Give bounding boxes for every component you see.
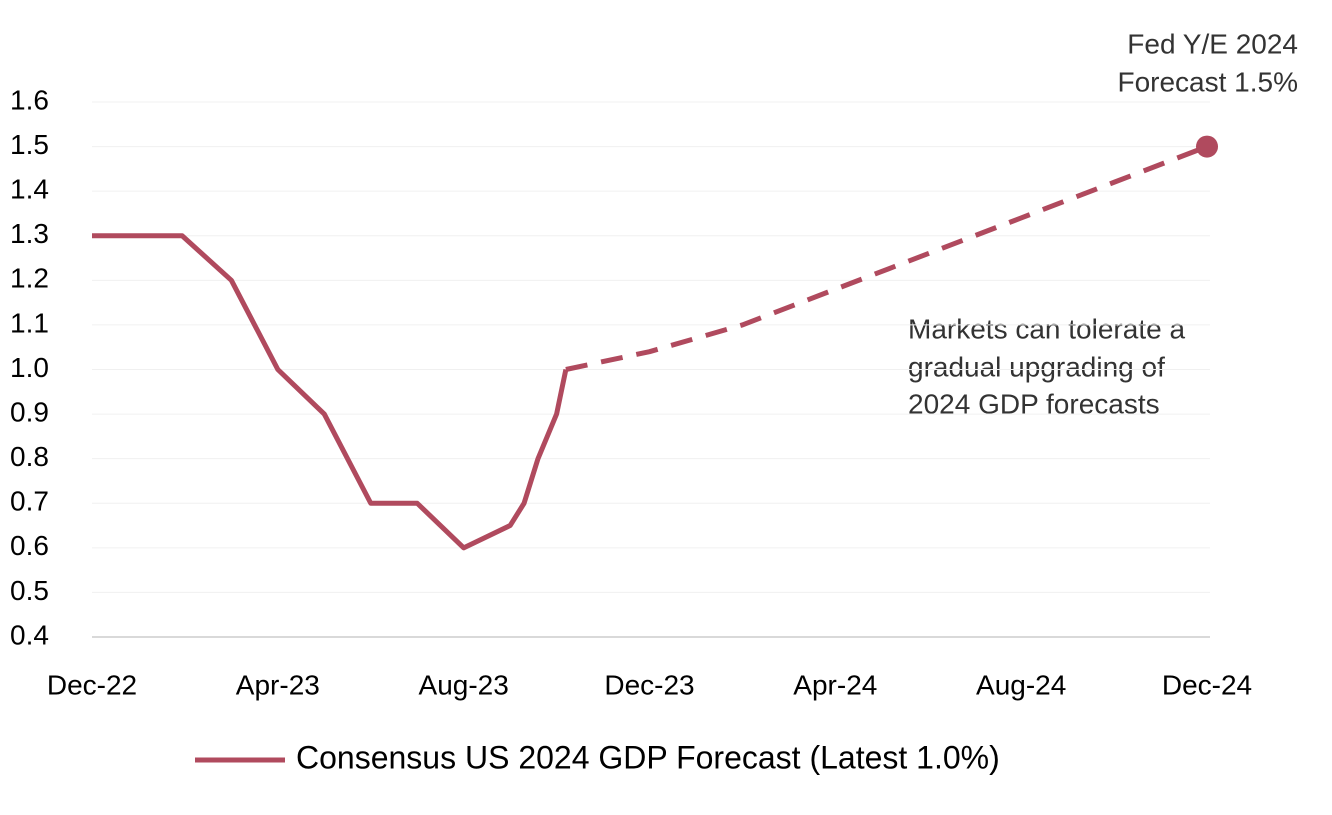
y-tick-label: 1.1 bbox=[10, 307, 49, 338]
y-tick-label: 0.9 bbox=[10, 396, 49, 427]
x-tick-label: Aug-24 bbox=[976, 669, 1066, 700]
x-tick-label: Dec-22 bbox=[47, 669, 137, 700]
x-tick-label: Apr-24 bbox=[793, 669, 877, 700]
dashed-line bbox=[565, 144, 1208, 372]
annotation: Markets can tolerate a bbox=[908, 313, 1185, 344]
y-tick-label: 1.2 bbox=[10, 263, 49, 294]
y-tick-label: 1.6 bbox=[10, 84, 49, 115]
y-tick-label: 1.0 bbox=[10, 352, 49, 383]
x-tick-label: Aug-23 bbox=[419, 669, 509, 700]
y-tick-label: 0.4 bbox=[10, 619, 49, 650]
x-tick-label: Apr-23 bbox=[236, 669, 320, 700]
point-marker bbox=[1196, 135, 1218, 158]
y-tick-label: 0.7 bbox=[10, 486, 49, 517]
legend-label: Consensus US 2024 GDP Forecast (Latest 1… bbox=[296, 739, 1000, 775]
annotation: gradual upgrading of bbox=[908, 351, 1165, 382]
y-tick-label: 0.6 bbox=[10, 530, 49, 561]
y-tick-label: 0.8 bbox=[10, 441, 49, 472]
y-tick-label: 1.3 bbox=[10, 218, 49, 249]
x-tick-label: Dec-23 bbox=[604, 669, 694, 700]
y-tick-label: 0.5 bbox=[10, 575, 49, 606]
line bbox=[92, 233, 569, 551]
annotation: 2024 GDP forecasts bbox=[908, 388, 1160, 419]
x-tick-label: Dec-24 bbox=[1162, 669, 1252, 700]
point-label: Forecast 1.5% bbox=[1117, 66, 1298, 97]
y-tick-label: 1.5 bbox=[10, 129, 49, 160]
point-label: Fed Y/E 2024 bbox=[1127, 28, 1298, 59]
y-tick-label: 1.4 bbox=[10, 174, 49, 205]
